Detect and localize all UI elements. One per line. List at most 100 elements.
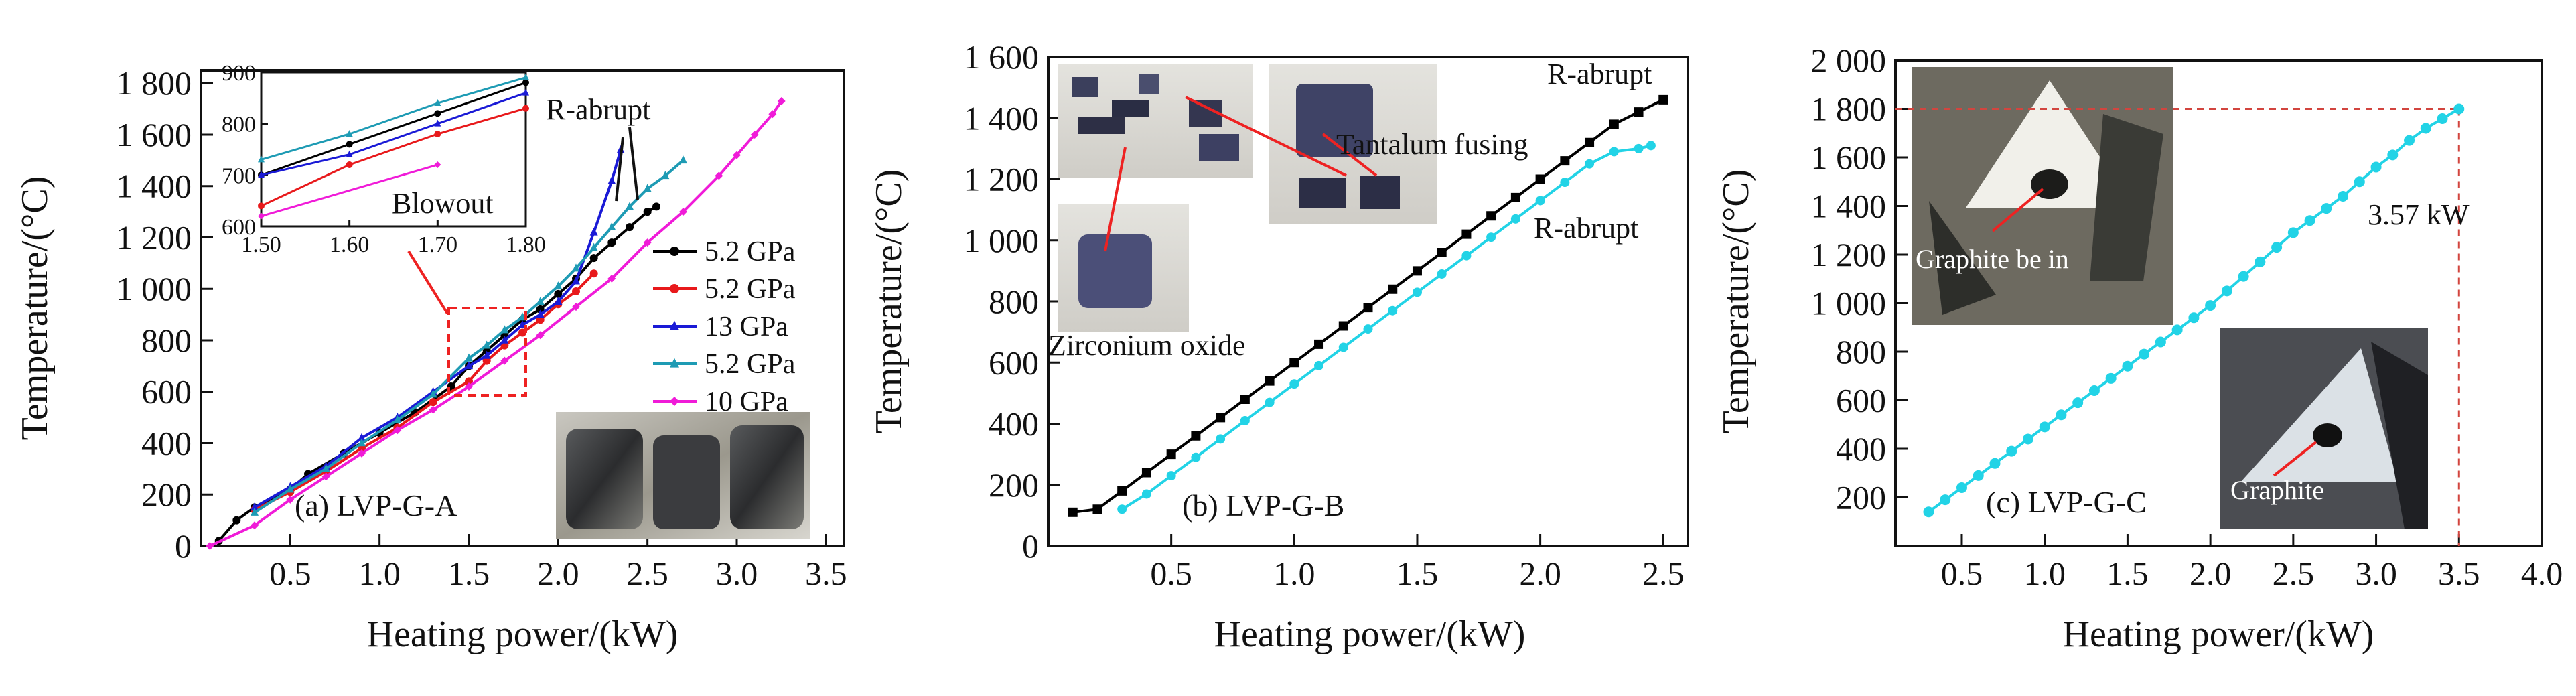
panel-c-ytick-label: 400 bbox=[1836, 430, 1886, 468]
panel-a-series-0-point bbox=[232, 516, 241, 525]
panel-c-ytick-label: 1 800 bbox=[1811, 90, 1887, 128]
inset-series-3-point bbox=[434, 99, 441, 106]
panel-a-series-3-point bbox=[429, 389, 437, 398]
panel-a-series-4-point bbox=[777, 97, 786, 106]
panel-b-series-0-point bbox=[1240, 395, 1250, 404]
panel-a: 0.5 1.0 1.5 2.0 2.5 3.0 3.5 0 200 400 600 800 1 000 1… bbox=[14, 61, 847, 655]
panel-b-series-0-point bbox=[1609, 119, 1619, 129]
inset-series-3-point bbox=[258, 155, 265, 163]
panel-a-series-2-point bbox=[572, 276, 580, 285]
panel-b-label: (b) LVP-G-B bbox=[1182, 488, 1344, 523]
panel-b-series-1-point bbox=[1412, 287, 1422, 297]
panel-a-series-4-point bbox=[536, 331, 545, 340]
panel-a-series-4-point bbox=[733, 151, 741, 159]
panel-a-ytick-label: 1 000 bbox=[117, 270, 192, 307]
legend-label: 10 GPa bbox=[705, 387, 788, 417]
panel-a-series-3-point bbox=[572, 263, 580, 272]
panel-a-ytick-label: 0 bbox=[175, 527, 192, 565]
panel-a-series-4-point bbox=[393, 426, 402, 435]
panel-b-ytick-label: 1 200 bbox=[964, 161, 1040, 198]
panel-b-series-1-point bbox=[1560, 178, 1570, 188]
panel-a-series-1-point bbox=[572, 287, 580, 296]
panel-c-series-0-point bbox=[2287, 227, 2299, 238]
panel-b-series-1-point bbox=[1646, 141, 1656, 151]
panel-c-series-0-point bbox=[2387, 149, 2399, 161]
panel-b-series-0-point bbox=[1289, 358, 1299, 368]
panel-b-series-1-point bbox=[1338, 342, 1348, 352]
panel-a-series-4-point bbox=[321, 472, 330, 481]
panel-a-plot-frame bbox=[200, 69, 845, 547]
panel-b-series-1-point bbox=[1634, 143, 1644, 153]
inset-series-3-point bbox=[346, 130, 353, 137]
panel-c-ytick-label: 600 bbox=[1836, 382, 1886, 419]
panel-b-series-0-point bbox=[1510, 192, 1520, 202]
panel-a-series-4-point bbox=[768, 110, 777, 119]
panel-b-ytick-label: 400 bbox=[989, 405, 1039, 443]
panel-b-series-0-point bbox=[1141, 468, 1151, 478]
legend-marker bbox=[670, 247, 679, 256]
panel-b-series-0-point bbox=[1388, 284, 1398, 294]
inset-ytick-label: 800 bbox=[222, 113, 256, 137]
panel-a-series-2-point bbox=[251, 502, 259, 511]
panel-a-xtick-label: 3.0 bbox=[716, 555, 758, 592]
panel-b-annotation-top: R-abrupt bbox=[1547, 58, 1652, 90]
panel-c-xtick-label: 1.0 bbox=[2023, 555, 2066, 592]
panel-a-label: (a) LVP-G-A bbox=[295, 488, 457, 523]
panel-c-series-0-point bbox=[2006, 445, 2017, 457]
panel-b-ytick-label: 0 bbox=[1022, 527, 1039, 565]
panel-b-ytick-label: 1 400 bbox=[964, 99, 1040, 137]
panel-c-series-0-point bbox=[2338, 191, 2349, 202]
panel-c-series-0-point bbox=[2221, 285, 2232, 297]
panel-c-series-0-point bbox=[2039, 421, 2050, 433]
panel-c: 0.5 1.0 1.5 2.0 2.5 3.0 3.5 4.0 200 400 600 800 1 00… bbox=[1715, 42, 2563, 655]
panel-b-ticks: 0.5 1.0 1.5 2.0 2.5 0 200 400 600 800 1 000 1 200 1 … bbox=[964, 38, 1685, 592]
panel-a-series-1-point bbox=[465, 377, 473, 386]
panel-a-series-4-point bbox=[358, 449, 366, 458]
panel-a-series bbox=[206, 97, 786, 550]
panel-a-series-4-point bbox=[500, 356, 509, 365]
panel-c-series-0-point bbox=[1923, 506, 1934, 518]
panel-a-ytick-label: 800 bbox=[141, 322, 192, 359]
panel-a-series-1-point bbox=[429, 398, 437, 407]
panel-c-series-0-point bbox=[2171, 324, 2183, 336]
panel-b-series-0-point bbox=[1634, 107, 1644, 117]
inset-xtick-label: 1.70 bbox=[418, 232, 458, 257]
photo-label-graphite: Graphite bbox=[2230, 475, 2324, 505]
panel-b-series-0-point bbox=[1585, 137, 1595, 147]
panel-b-ytick-label: 200 bbox=[989, 466, 1039, 504]
panel-a-annotation-arrow bbox=[628, 127, 639, 200]
panel-c-series-0-point bbox=[2139, 348, 2150, 360]
inset-series-3 bbox=[258, 73, 529, 163]
panel-c-ytick-label: 1 400 bbox=[1811, 188, 1887, 225]
panel-b-series-1-point bbox=[1388, 305, 1398, 316]
panel-c-series-0-point bbox=[2453, 103, 2465, 115]
panel-b-photos bbox=[1058, 64, 1437, 332]
panel-a-series-4-point bbox=[643, 238, 652, 247]
panel-a-series-3-point bbox=[393, 415, 402, 423]
inset-ytick-label: 900 bbox=[222, 61, 256, 86]
panel-b-ytick-label: 1 600 bbox=[964, 38, 1040, 76]
panel-a-series-3-point bbox=[679, 155, 687, 164]
panel-b-series-0-point bbox=[1560, 156, 1570, 166]
panel-a-ytick-label: 1 800 bbox=[117, 64, 192, 102]
panel-a-ylabel: Temperature/(°C) bbox=[14, 176, 56, 441]
panel-c-series-0 bbox=[1923, 103, 2465, 518]
panel-a-series-3-point bbox=[643, 184, 652, 192]
panel-a-series-3-point bbox=[286, 484, 295, 493]
panel-b-annotation-zirconium: Zirconium oxide bbox=[1048, 329, 1246, 362]
panel-b-series-0-point bbox=[1166, 449, 1176, 460]
inset-series-1-point bbox=[346, 161, 353, 168]
panel-b-series-1-point bbox=[1166, 471, 1176, 481]
panel-b-xtick-label: 2.5 bbox=[1642, 555, 1685, 592]
panel-a-annotation: R-abrupt bbox=[546, 93, 650, 126]
panel-b-series-1-point bbox=[1437, 269, 1447, 279]
panel-b-series-1-point bbox=[1609, 147, 1619, 157]
inset-series-0-point bbox=[346, 141, 353, 148]
panel-b-xtick-label: 1.0 bbox=[1273, 555, 1315, 592]
panel-a-xtick-label: 3.5 bbox=[805, 555, 847, 592]
panel-c-series-0-point bbox=[2122, 360, 2133, 372]
inset-xtick-label: 1.50 bbox=[241, 232, 281, 257]
panel-a-series-4-point bbox=[286, 495, 295, 504]
panel-c-series-0-point bbox=[2088, 385, 2100, 396]
inset-series-1-point bbox=[434, 131, 441, 137]
